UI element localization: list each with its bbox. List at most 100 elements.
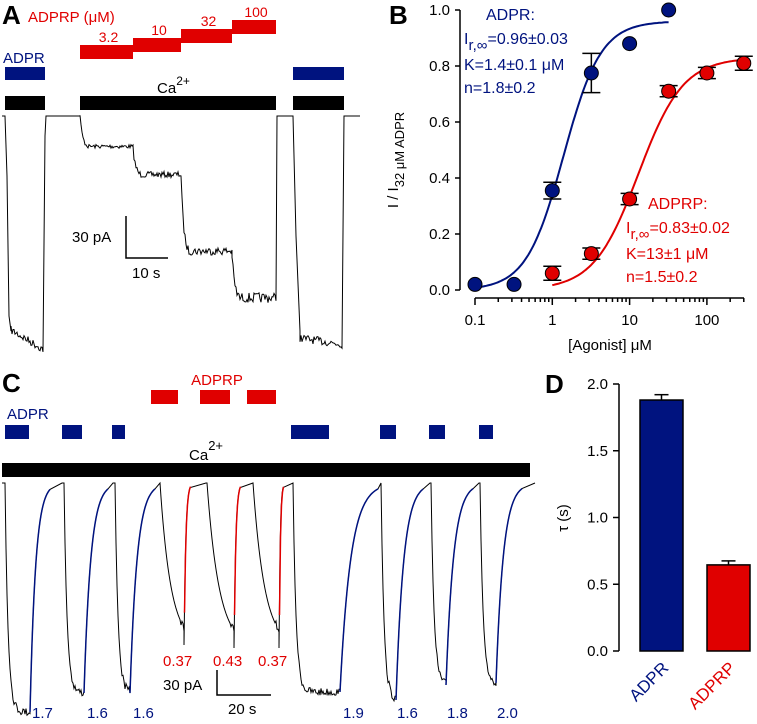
adprp-step-bar: [181, 29, 232, 43]
calcium-label-c: Ca2+: [189, 438, 223, 464]
x-tick-label: 10: [621, 312, 638, 329]
adpr-application-bar: [5, 67, 45, 80]
y-tick-label-d: 1.0: [587, 510, 608, 527]
adprp-data-point: [661, 83, 677, 99]
y-tick-label: 0.8: [429, 58, 450, 75]
adprp-step-bar: [232, 20, 276, 34]
y-tick-label-d: 2.0: [587, 376, 608, 393]
adprp-concentration-title: ADPRP (μM): [28, 9, 115, 26]
adpr-application-bar: [293, 67, 344, 80]
fit-title: ADPRP:: [648, 196, 708, 213]
adpr-data-point: [506, 276, 522, 292]
fit-imax-subscript: r,∞: [468, 37, 487, 54]
adpr-application-bar-c: [112, 425, 125, 439]
adpr-application-bar-c: [479, 425, 493, 439]
category-label: ADPRP: [684, 658, 739, 713]
adpr-label-c: ADPR: [7, 406, 49, 423]
adprp-data-point: [583, 246, 599, 262]
adprp-data-point: [544, 265, 560, 281]
adprp-application-steps: 3.2 10 32 100: [80, 4, 276, 59]
application-bars: [5, 67, 344, 110]
scale-bar-c: 30 pA 20 s: [163, 670, 271, 718]
adpr-data-point: [467, 276, 483, 292]
panel-b-data-points: [467, 2, 753, 292]
calcium-label: Ca2+: [157, 74, 190, 97]
scale-bar-c-current: 30 pA: [163, 677, 202, 694]
fit-k: K=1.4±0.1 μM: [464, 57, 564, 74]
adprp-tau-label: 0.37: [163, 653, 192, 670]
y-tick-label-d: 0.0: [587, 643, 608, 660]
category-label: ADPR: [625, 658, 672, 705]
adprp-exponential-fit: [278, 486, 285, 616]
adpr-application-bar-c: [5, 425, 29, 439]
tau-axis-label: τ (s): [555, 504, 572, 532]
exponential-fits-c: [29, 486, 523, 713]
fit-imax-value: =0.96±0.03: [487, 31, 568, 48]
adpr-exponential-fit: [495, 488, 523, 684]
adpr-exponential-fit: [29, 488, 51, 713]
adpr-application-bar-c: [62, 425, 82, 439]
scale-bar-c-lines: [216, 670, 271, 696]
adprp-step-bar: [80, 45, 133, 59]
adprp-application-bar-c: [200, 390, 230, 404]
adpr-application-bar-c: [380, 425, 396, 439]
panel-a: A ADPRP (μM) 3.2 10 32 100 ADPR Ca2+ 30 pA …: [2, 0, 360, 353]
adprp-application-bar-c: [247, 390, 276, 404]
tau-labels-c: 1.7 1.6 1.6 1.9 1.6 1.8 2.0 0.37 0.43 0.37: [32, 653, 518, 722]
adpr-data-point: [544, 183, 560, 199]
adprp-fit-curve: [552, 58, 744, 287]
adprp-application-bar-c: [151, 390, 178, 404]
adpr-fit-curve: [474, 21, 669, 289]
adpr-tau-label: 1.8: [447, 705, 468, 722]
adprp-tau-label: 0.43: [213, 653, 242, 670]
y-tick-label-d: 1.5: [587, 443, 608, 460]
adpr-application-bar-c: [291, 425, 329, 439]
fit-imax-value: =0.83±0.02: [649, 220, 730, 237]
calcium-label-c-text: Ca: [189, 447, 209, 464]
adprp-label-c: ADPRP: [191, 372, 243, 389]
adprp-step-label: 10: [151, 22, 167, 38]
calcium-application-bar: [5, 96, 45, 110]
panel-a-letter: A: [2, 0, 21, 30]
fit-imax: Ir,∞=0.83±0.02: [626, 220, 730, 243]
x-tick-label: 0.1: [465, 312, 486, 329]
calcium-label-text: Ca: [157, 80, 177, 97]
application-bars-c: [2, 390, 530, 477]
adpr-bar: [639, 399, 684, 652]
panel-b-annotations: ADPR:Ir,∞=0.96±0.03K=1.4±0.1 μMn=1.8±0.2…: [464, 7, 730, 286]
panel-d-category-labels: ADPR ADPRP: [625, 658, 739, 713]
x-axis-label: [Agonist] μM: [568, 337, 652, 354]
fit-imax-subscript: r,∞: [630, 226, 649, 243]
y-axis-label-i: I / I: [385, 187, 402, 208]
adprp-step-label: 100: [244, 4, 268, 20]
calcium-application-bar: [80, 96, 276, 110]
adprp-step-label: 32: [201, 13, 217, 29]
adpr-exponential-fit: [339, 488, 379, 693]
y-tick-label: 0.0: [429, 282, 450, 299]
y-axis-label-sub: 32 μM ADPR: [392, 112, 407, 187]
scale-bar-a-lines: [125, 216, 168, 259]
scale-bar-c-time: 20 s: [228, 701, 256, 718]
current-trace-a: [2, 115, 360, 353]
y-tick-label-d: 0.5: [587, 576, 608, 593]
adpr-exponential-fit: [445, 488, 474, 686]
adprp-data-point: [622, 191, 638, 207]
panel-c-letter: C: [2, 368, 21, 398]
adpr-label: ADPR: [3, 50, 45, 67]
y-tick-label: 0.4: [429, 170, 450, 187]
adpr-exponential-fit: [83, 488, 109, 694]
scale-bar-a: 30 pA 10 s: [72, 216, 168, 282]
adpr-application-bar-c: [429, 425, 445, 439]
fit-imax: Ir,∞=0.96±0.03: [464, 31, 568, 54]
adpr-tau-label: 1.9: [343, 705, 364, 722]
y-tick-label: 0.2: [429, 226, 450, 243]
adprp-exponential-fit: [183, 486, 192, 613]
panel-d-bars: [639, 393, 751, 652]
y-axis-label: I / I32 μM ADPR: [385, 112, 407, 208]
panel-b-axes: 0.0 0.2 0.4 0.6 0.8 1.0 0.1 1 10 100: [429, 2, 745, 329]
fit-k: K=13±1 μM: [626, 246, 708, 263]
x-tick-label: 1: [548, 312, 556, 329]
adpr-exponential-fit: [129, 488, 156, 694]
adpr-data-point: [661, 2, 677, 18]
panel-d-letter: D: [545, 369, 564, 399]
